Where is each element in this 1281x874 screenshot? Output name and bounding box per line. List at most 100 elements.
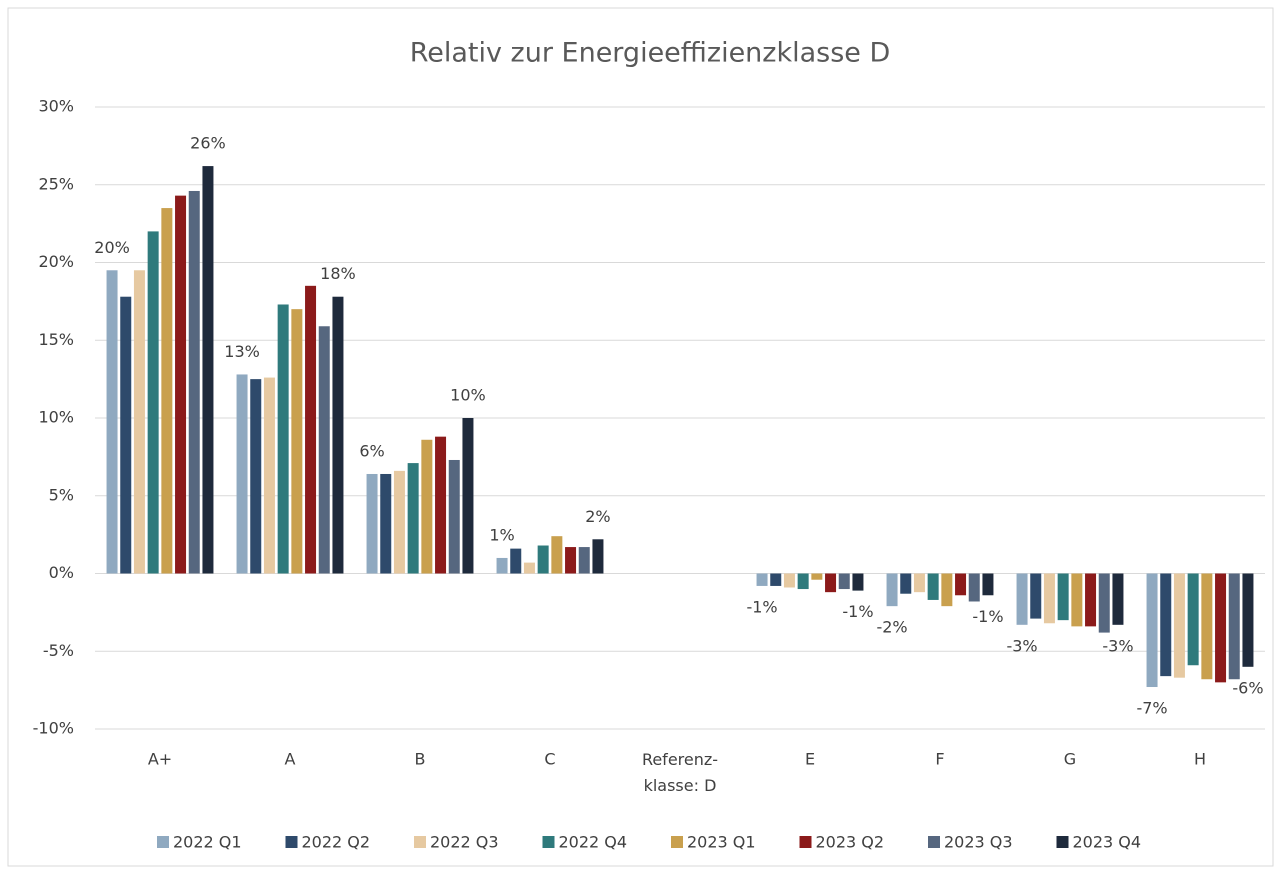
bar <box>305 285 317 574</box>
bar <box>318 326 330 574</box>
bar <box>1228 573 1240 680</box>
bar <box>263 377 275 574</box>
bar <box>955 573 967 596</box>
bar <box>120 296 132 574</box>
bar <box>1071 573 1083 627</box>
data-label: -7% <box>1136 699 1167 718</box>
bar <box>106 270 118 574</box>
x-tick-label: Referenz-klasse: D <box>642 750 718 795</box>
x-tick-label: A+ <box>148 750 172 769</box>
x-tick-label: E <box>805 750 815 769</box>
bar <box>332 296 344 574</box>
bar <box>407 463 419 574</box>
bar <box>1215 573 1227 683</box>
x-tick-label: F <box>935 750 944 769</box>
bar <box>551 536 563 574</box>
bar <box>1146 573 1158 688</box>
data-label: 6% <box>359 441 384 460</box>
data-label: 2% <box>585 507 610 526</box>
bar <box>927 573 939 600</box>
bar <box>236 374 248 574</box>
legend-swatch <box>414 836 426 848</box>
bar <box>537 545 549 574</box>
chart-title: Relativ zur Energieeffizienzklasse D <box>410 38 891 69</box>
y-tick-label: 10% <box>38 408 74 427</box>
legend-swatch <box>928 836 940 848</box>
data-label: 26% <box>190 134 226 153</box>
legend-label: 2022 Q2 <box>302 833 371 852</box>
legend-label: 2022 Q4 <box>559 833 628 852</box>
bar <box>811 573 823 580</box>
data-label: -3% <box>1006 636 1037 655</box>
bar <box>510 548 522 574</box>
data-label: -6% <box>1232 678 1263 697</box>
bar <box>1242 573 1254 667</box>
bar <box>161 208 173 574</box>
y-tick-label: 15% <box>38 330 74 349</box>
bar <box>291 309 303 574</box>
bar <box>886 573 898 607</box>
legend-swatch <box>799 836 812 848</box>
bar <box>592 539 604 574</box>
data-label: 10% <box>450 386 486 405</box>
bar <box>1173 573 1185 678</box>
data-label: 18% <box>320 264 356 283</box>
bar <box>277 304 289 574</box>
legend-swatch <box>157 836 169 848</box>
legend-label: 2022 Q1 <box>173 833 242 852</box>
bar <box>366 473 378 574</box>
bar <box>783 573 795 588</box>
bar <box>1112 573 1124 625</box>
legend-label: 2023 Q4 <box>1073 833 1142 852</box>
x-tick-label: H <box>1194 750 1206 769</box>
legend-label: 2023 Q1 <box>687 833 756 852</box>
bar <box>913 573 925 593</box>
bar <box>1187 573 1199 666</box>
bar <box>147 231 159 574</box>
bar <box>852 573 864 591</box>
bar <box>380 473 392 574</box>
bar <box>1085 573 1097 627</box>
bar <box>838 573 850 590</box>
x-tick-label: G <box>1064 750 1076 769</box>
y-tick-label: 5% <box>49 485 74 504</box>
bar <box>1043 573 1055 624</box>
y-tick-label: 25% <box>38 174 74 193</box>
bar <box>968 573 980 602</box>
bar <box>578 547 590 574</box>
bar <box>756 573 768 586</box>
bar <box>421 439 433 574</box>
bar <box>175 195 187 574</box>
bar <box>202 166 214 574</box>
bar <box>1160 573 1172 677</box>
x-tick-label: C <box>544 750 555 769</box>
bar <box>496 557 508 574</box>
bar <box>565 547 577 574</box>
data-label: 13% <box>224 342 260 361</box>
legend-label: 2023 Q3 <box>944 833 1013 852</box>
data-label: -1% <box>972 607 1003 626</box>
bar <box>1057 573 1069 621</box>
data-label: 1% <box>489 525 514 544</box>
x-tick-label: A <box>285 750 296 769</box>
y-tick-label: -5% <box>43 641 74 660</box>
bar <box>448 459 460 574</box>
legend-swatch <box>671 836 683 848</box>
data-label: -1% <box>746 597 777 616</box>
bar <box>133 270 145 574</box>
bar <box>188 190 200 574</box>
bar <box>462 418 474 574</box>
legend-swatch <box>285 836 298 848</box>
y-tick-label: 0% <box>49 563 74 582</box>
bar <box>250 379 262 574</box>
bar <box>1030 573 1042 619</box>
bar <box>797 573 809 590</box>
y-tick-label: -10% <box>33 719 74 738</box>
legend-label: 2022 Q3 <box>430 833 499 852</box>
bar <box>770 573 782 586</box>
bar <box>393 470 405 574</box>
bar <box>435 436 447 574</box>
bar <box>1098 573 1110 633</box>
legend-swatch <box>1056 836 1069 848</box>
